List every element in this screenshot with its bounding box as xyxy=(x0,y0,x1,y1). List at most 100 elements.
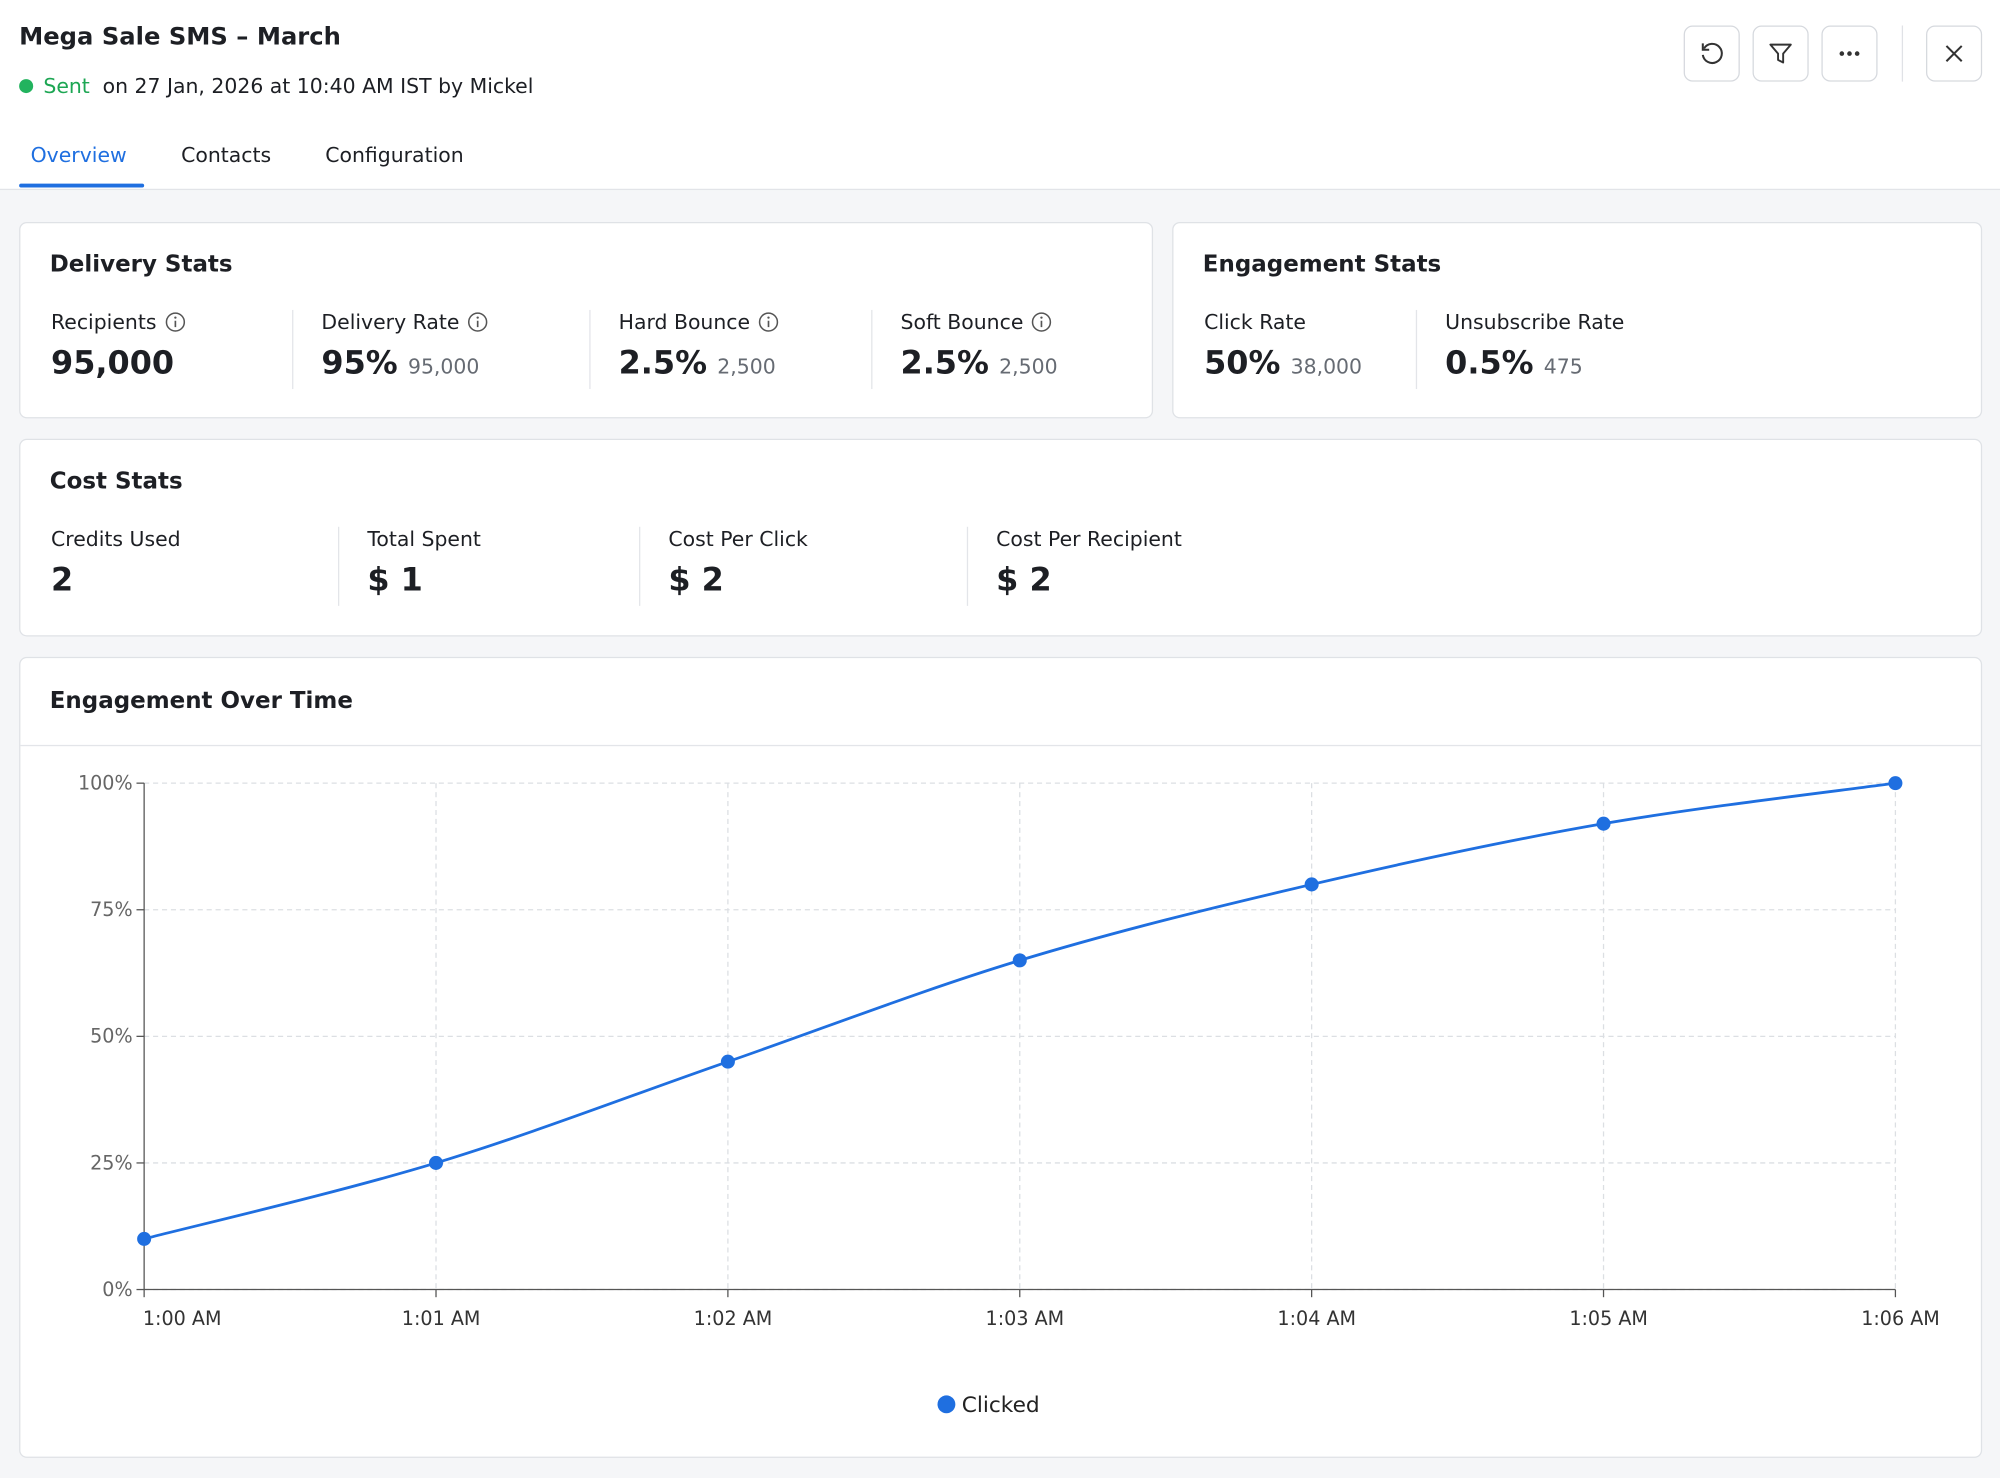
divider xyxy=(589,309,591,390)
stat: Click Rate 50% 38,000 xyxy=(1204,310,1362,381)
sent-info: on 27 Jan, 2026 at 10:40 AM IST by Micke… xyxy=(102,73,534,99)
stat-sub: 475 xyxy=(1543,354,1583,379)
x-tick-label: 1:00 AM xyxy=(143,1307,222,1330)
tab[interactable]: Contacts xyxy=(181,142,272,168)
stat-sub: 2,500 xyxy=(999,354,1058,379)
tab[interactable]: Overview xyxy=(30,142,127,168)
x-tick-label: 1:02 AM xyxy=(694,1307,773,1330)
stat-value: 95% 95,000 xyxy=(321,344,488,381)
stat-label: Total Spent xyxy=(367,526,481,552)
status: Sent xyxy=(43,73,90,99)
stat-sub: 95,000 xyxy=(407,354,480,379)
stat: Cost Per Click $ 2 xyxy=(668,527,808,598)
stat-label: Hard Bounce xyxy=(618,309,751,335)
info-icon xyxy=(758,312,779,332)
stat: Credits Used 2 xyxy=(51,527,181,598)
tab[interactable]: Configuration xyxy=(325,142,464,168)
stat-label: Soft Bounce xyxy=(900,309,1024,335)
stat-label-row: Click Rate xyxy=(1204,310,1362,334)
legend-swatch xyxy=(937,1395,956,1414)
stat-value: 95,000 xyxy=(51,344,186,381)
x-tick-label: 1:04 AM xyxy=(1277,1307,1356,1330)
stat-number: $ 1 xyxy=(367,561,423,599)
divider xyxy=(639,526,641,606)
stat-label-row: Unsubscribe Rate xyxy=(1445,310,1624,334)
card-title: Delivery Stats xyxy=(49,251,233,279)
status-dot xyxy=(19,79,34,94)
stat-number: $ 2 xyxy=(668,561,724,599)
x-tick-label: 1:05 AM xyxy=(1569,1307,1648,1330)
stat-number: 95% xyxy=(321,344,398,382)
stat-value: $ 1 xyxy=(367,561,481,598)
x-tick-label: 1:06 AM xyxy=(1861,1307,1940,1330)
stat-label-row: Credits Used xyxy=(51,527,181,551)
separator xyxy=(1901,25,1904,82)
data-point xyxy=(1888,776,1903,791)
y-tick-label: 100% xyxy=(78,772,133,795)
legend-label: Clicked xyxy=(962,1393,1040,1418)
campaign-title: Mega Sale SMS – March xyxy=(19,22,341,52)
delivery-card: Delivery Stats Recipients 95,000 Delivery … xyxy=(19,221,1154,419)
data-point xyxy=(1012,953,1027,968)
stat-value: 0.5% 475 xyxy=(1445,344,1624,381)
stat-label-row: Recipients xyxy=(51,310,186,334)
stat-number: 50% xyxy=(1204,344,1281,382)
stat-label-row: Delivery Rate xyxy=(321,310,488,334)
engagement-card: Engagement Stats Click Rate 50% 38,000 Unsu… xyxy=(1172,221,1983,419)
stat-label: Cost Per Recipient xyxy=(996,526,1182,552)
divider xyxy=(1415,309,1418,390)
chart: 0% 25% 50% 75% 100% 1:00 AM 1:01 AM 1:02 AM 1:03… xyxy=(78,772,1940,1418)
close-button[interactable] xyxy=(1926,25,1983,82)
stat-label: Delivery Rate xyxy=(321,309,460,335)
divider xyxy=(966,526,969,606)
stat: Cost Per Recipient $ 2 xyxy=(996,527,1182,598)
stat-label-row: Hard Bounce xyxy=(619,310,780,334)
stat-number: 2 xyxy=(51,561,74,599)
divider xyxy=(338,526,340,606)
stat: Recipients 95,000 xyxy=(51,310,186,381)
y-tick-label: 50% xyxy=(90,1025,133,1048)
info-icon xyxy=(165,312,185,332)
chart-title: Engagement Over Time xyxy=(49,687,353,715)
divider xyxy=(871,309,873,390)
more-button[interactable] xyxy=(1821,25,1878,82)
data-point xyxy=(720,1054,735,1069)
stat-value: 2.5% 2,500 xyxy=(619,344,780,381)
stat-label: Credits Used xyxy=(51,526,181,552)
stat-label-row: Soft Bounce xyxy=(901,310,1058,334)
stat: Hard Bounce 2.5% 2,500 xyxy=(619,310,780,381)
stat-number: $ 2 xyxy=(996,561,1052,599)
stat: Soft Bounce 2.5% 2,500 xyxy=(901,310,1058,381)
close-icon xyxy=(1945,45,1963,62)
tab-underline xyxy=(19,183,145,188)
stat-value: $ 2 xyxy=(996,561,1182,598)
chart-card: Engagement Over Time 0% 25% 50% 75% 100% 1:00… xyxy=(19,656,1983,1458)
stat-number: 2.5% xyxy=(618,344,708,382)
divider xyxy=(292,309,294,390)
cost-card: Cost Stats Credits Used 2 Total Spent $ 1 Co… xyxy=(19,438,1983,637)
stat-value: 2.5% 2,500 xyxy=(901,344,1058,381)
status-line: Sent on 27 Jan, 2026 at 10:40 AM IST by M… xyxy=(19,74,533,98)
stat-sub: 2,500 xyxy=(717,354,776,379)
x-tick-label: 1:01 AM xyxy=(402,1307,481,1330)
filter-button[interactable] xyxy=(1752,25,1809,82)
data-point xyxy=(1304,877,1319,892)
x-tick-label: 1:03 AM xyxy=(986,1307,1065,1330)
data-point xyxy=(137,1231,152,1246)
divider xyxy=(20,744,1981,747)
stat-label-row: Cost Per Recipient xyxy=(996,527,1182,551)
filter-icon xyxy=(1769,43,1792,64)
refresh-button[interactable] xyxy=(1683,25,1740,82)
data-point xyxy=(1596,816,1611,831)
y-tick-label: 75% xyxy=(90,898,133,921)
stat-value: 2 xyxy=(51,561,181,598)
stat-number: 95,000 xyxy=(51,344,175,382)
stat-label-row: Total Spent xyxy=(367,527,481,551)
card-title: Engagement Stats xyxy=(1202,251,1442,279)
stat-number: 2.5% xyxy=(900,344,989,382)
stat-label: Recipients xyxy=(51,309,157,335)
y-tick-label: 0% xyxy=(102,1278,132,1301)
stat-value: 50% 38,000 xyxy=(1204,344,1362,381)
